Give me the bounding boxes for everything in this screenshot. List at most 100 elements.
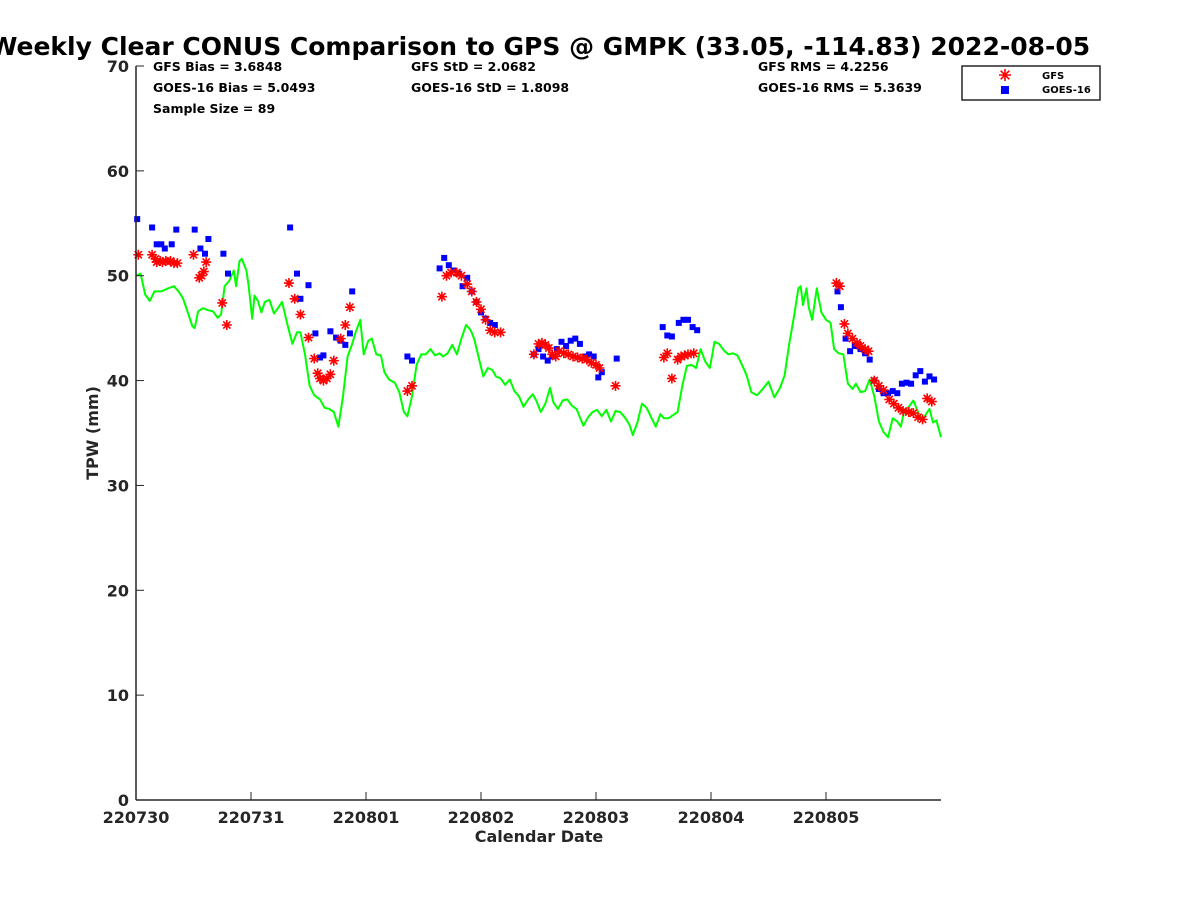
goes16-point <box>680 316 687 323</box>
gfs-point <box>172 258 183 269</box>
gfs-point <box>594 362 605 373</box>
goes16-point <box>149 224 156 231</box>
gfs-point <box>863 346 874 357</box>
gfs-point <box>328 355 339 366</box>
goes16-point <box>885 390 892 397</box>
goes16-point <box>487 319 494 326</box>
goes16-point <box>320 352 327 359</box>
gfs-point <box>839 318 850 329</box>
x-tick-label: 220803 <box>563 808 630 827</box>
goes16-point <box>576 340 583 347</box>
goes16-point <box>567 337 574 344</box>
gfs-point <box>451 267 462 278</box>
legend-box <box>961 65 1101 101</box>
goes16-point <box>558 338 565 345</box>
goes16-point <box>613 355 620 362</box>
gfs-point <box>489 327 500 338</box>
goes16-point <box>837 304 844 311</box>
goes16-point <box>349 288 356 295</box>
gfs-point <box>536 337 547 348</box>
goes16-point <box>459 283 466 290</box>
gfs-point <box>485 325 496 336</box>
legend-goes-label: GOES-16 <box>1042 85 1091 96</box>
gfs-point <box>581 354 592 365</box>
y-tick-label: 40 <box>107 372 129 391</box>
gfs-point <box>888 398 899 409</box>
goes16-point <box>317 354 323 361</box>
goes16-point <box>327 328 334 335</box>
gfs-point <box>860 344 871 355</box>
gfs-point <box>917 414 928 425</box>
gfs-point <box>842 328 853 339</box>
x-tick-label: 220805 <box>793 808 860 827</box>
goes16-point <box>889 388 896 395</box>
stat-gfs-rms: GFS RMS = 4.2256 <box>758 59 889 74</box>
gfs-point <box>662 348 673 359</box>
goes16-point <box>168 241 175 248</box>
x-tick-label: 220804 <box>678 808 745 827</box>
stat-sample-size: Sample Size = 89 <box>153 101 275 116</box>
gfs-point <box>563 349 574 360</box>
goes16-point <box>685 316 691 323</box>
gfs-point <box>676 351 687 362</box>
gfs-point <box>312 368 323 379</box>
gfs-point <box>855 340 866 351</box>
gfs-point <box>533 338 544 349</box>
gfs-point <box>309 353 320 364</box>
goes16-point <box>563 343 570 349</box>
gfs-point <box>402 386 413 397</box>
stat-goes-rms: GOES-16 RMS = 5.3639 <box>758 80 922 95</box>
x-axis-label: Calendar Date <box>475 827 604 846</box>
goes16-point <box>294 270 300 277</box>
goes16-point <box>464 274 471 281</box>
goes16-point <box>931 376 938 383</box>
gfs-point <box>165 256 176 267</box>
gfs-point <box>471 296 482 307</box>
gfs-point <box>151 257 162 268</box>
gfs-point <box>196 270 207 281</box>
goes16-point <box>917 368 924 375</box>
stat-gfs-std: GFS StD = 2.0682 <box>411 59 536 74</box>
gfs-point <box>926 396 937 407</box>
legend: GFS GOES-16 <box>961 65 1101 101</box>
goes16-point <box>694 327 701 334</box>
goes16-point <box>287 224 294 231</box>
goes16-point <box>664 332 671 339</box>
gfs-point <box>441 270 452 281</box>
gfs-point <box>688 348 699 359</box>
gfs-point <box>577 353 588 364</box>
goes16-point <box>689 324 696 331</box>
goes16-point <box>153 241 160 248</box>
gfs-point <box>558 348 569 359</box>
goes16-point <box>834 288 841 295</box>
chart-title: Weekly Clear CONUS Comparison to GPS @ G… <box>0 32 1090 61</box>
y-axis-label: TPW (mm) <box>83 386 102 480</box>
goes16-point <box>898 380 905 387</box>
gfs-point <box>495 327 506 338</box>
gfs-point <box>658 352 669 363</box>
goes16-point <box>225 270 231 277</box>
x-tick-label: 220801 <box>333 808 400 827</box>
gfs-point <box>834 281 845 292</box>
goes16-point <box>436 265 443 272</box>
gfs-point <box>679 350 690 361</box>
goes16-point <box>675 319 682 326</box>
gfs-point <box>476 304 486 315</box>
y-tick-label: 20 <box>107 581 129 600</box>
gfs-point <box>340 319 351 330</box>
y-tick-label: 60 <box>107 162 129 181</box>
gfs-point <box>344 302 355 313</box>
gfs-point <box>908 408 919 419</box>
goes16-point <box>158 241 165 248</box>
legend-gfs-marker <box>999 69 1011 81</box>
gfs-point <box>318 375 329 386</box>
gfs-point <box>543 343 554 354</box>
goes16-point <box>441 254 448 261</box>
axes: 0 10 20 30 40 50 60 70 220730 220731 220801 220802 2… <box>103 57 941 827</box>
gfs-point <box>878 385 889 396</box>
goes16-point <box>312 330 319 337</box>
goes16-point <box>540 353 547 360</box>
gfs-point <box>221 319 232 330</box>
gfs-point <box>847 333 858 344</box>
